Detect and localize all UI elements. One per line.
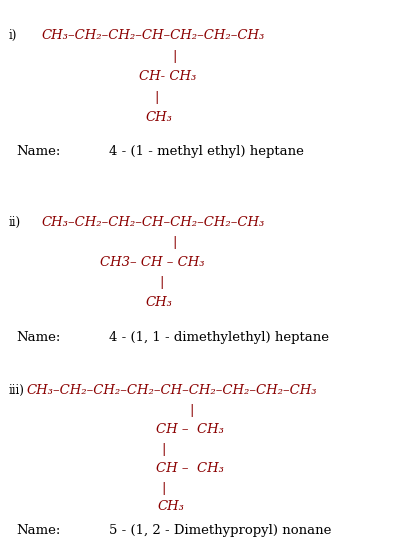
Text: CH₃–CH₂–CH₂–CH–CH₂–CH₂–CH₃: CH₃–CH₂–CH₂–CH–CH₂–CH₂–CH₃: [41, 29, 264, 42]
Text: CH₃: CH₃: [157, 500, 184, 513]
Text: |: |: [189, 404, 193, 417]
Text: |: |: [172, 236, 176, 249]
Text: CH₃: CH₃: [145, 296, 172, 309]
Text: ii): ii): [8, 216, 20, 229]
Text: CH –  CH₃: CH – CH₃: [155, 462, 223, 475]
Text: 5 - (1, 2 - Dimethypropyl) nonane: 5 - (1, 2 - Dimethypropyl) nonane: [108, 524, 330, 537]
Text: iii): iii): [8, 384, 24, 397]
Text: |: |: [162, 443, 166, 456]
Text: Name:: Name:: [16, 331, 61, 344]
Text: CH- CH₃: CH- CH₃: [139, 70, 196, 83]
Text: 4 - (1, 1 - dimethylethyl) heptane: 4 - (1, 1 - dimethylethyl) heptane: [108, 331, 328, 344]
Text: |: |: [159, 276, 163, 289]
Text: CH₃–CH₂–CH₂–CH₂–CH–CH₂–CH₂–CH₂–CH₃: CH₃–CH₂–CH₂–CH₂–CH–CH₂–CH₂–CH₂–CH₃: [27, 384, 317, 397]
Text: |: |: [154, 91, 158, 104]
Text: |: |: [172, 50, 176, 63]
Text: CH3– CH – CH₃: CH3– CH – CH₃: [100, 256, 204, 269]
Text: |: |: [162, 482, 166, 495]
Text: i): i): [8, 29, 16, 42]
Text: CH –  CH₃: CH – CH₃: [155, 423, 223, 436]
Text: Name:: Name:: [16, 524, 61, 537]
Text: Name:: Name:: [16, 145, 61, 158]
Text: 4 - (1 - methyl ethyl) heptane: 4 - (1 - methyl ethyl) heptane: [108, 145, 303, 158]
Text: CH₃: CH₃: [145, 111, 172, 124]
Text: CH₃–CH₂–CH₂–CH–CH₂–CH₂–CH₃: CH₃–CH₂–CH₂–CH–CH₂–CH₂–CH₃: [41, 216, 264, 229]
